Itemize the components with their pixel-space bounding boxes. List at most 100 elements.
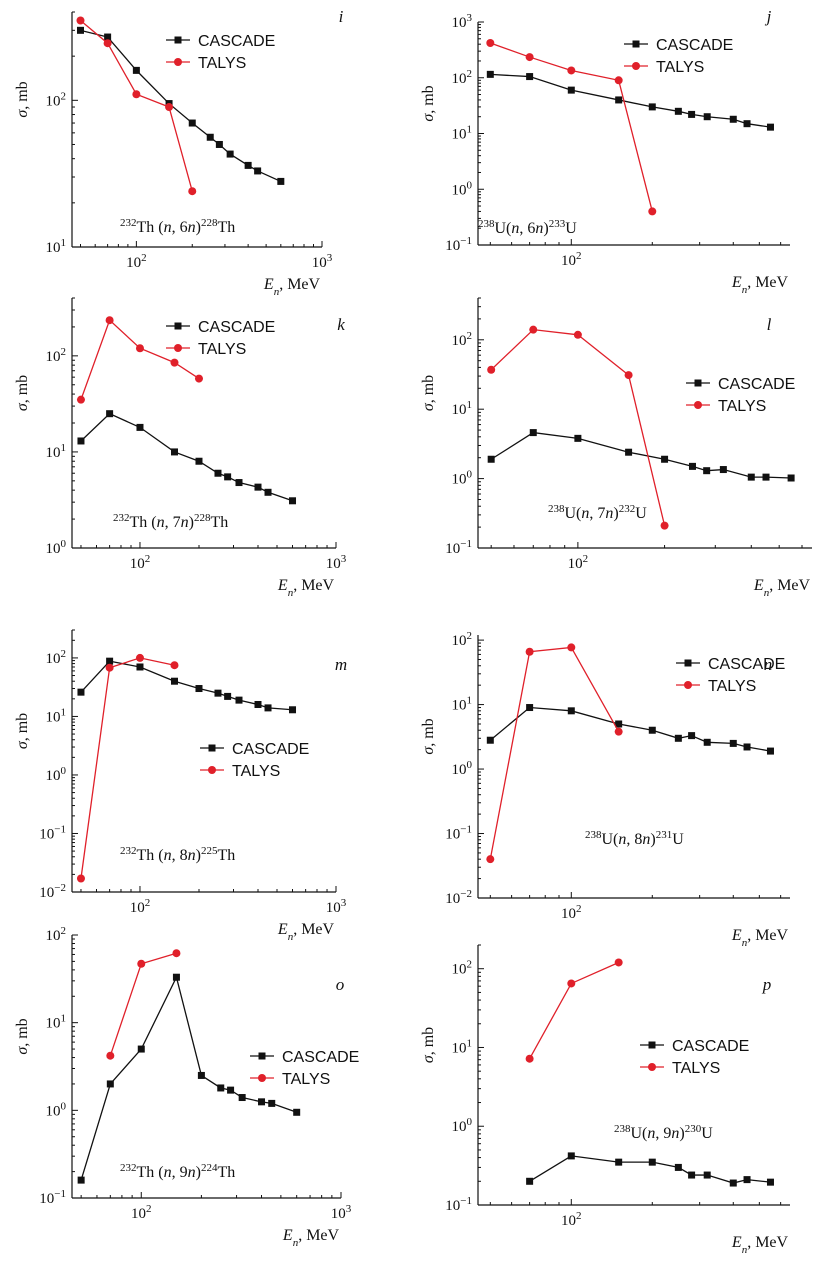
legend-label: CASCADE — [198, 33, 275, 50]
series-line-talys — [80, 657, 175, 879]
panel-j: 10−1 100 101 102 103 102 En, MeV σ, mb j CASCADE T… — [420, 7, 790, 296]
data-point-cascade — [77, 688, 85, 696]
data-point-cascade — [615, 720, 623, 728]
legend-label: TALYS — [708, 678, 756, 695]
data-point-cascade — [567, 707, 575, 715]
data-point-cascade — [747, 473, 755, 481]
data-point-cascade — [188, 119, 196, 127]
legend-marker — [174, 322, 182, 330]
data-point-cascade — [688, 732, 696, 740]
legend-marker — [648, 1063, 656, 1071]
legend-marker — [694, 379, 702, 387]
legend: CASCADE TALYS — [624, 37, 733, 76]
y-tick-label: 101 — [452, 399, 473, 418]
data-point-cascade — [661, 455, 669, 463]
data-point-cascade — [136, 423, 144, 431]
y-tick-label: 102 — [452, 630, 473, 649]
panel-p: 10−1 100 101 102 102 En, MeV σ, mb p CASCADE TALY… — [420, 944, 790, 1256]
data-point-talys — [103, 39, 112, 48]
reaction-label: 238U(n, 9n)230U — [614, 1123, 713, 1142]
data-point-talys — [106, 1051, 115, 1060]
legend-label: TALYS — [232, 763, 280, 780]
reaction-label: 238U(n, 8n)231U — [585, 829, 684, 848]
data-point-cascade — [226, 150, 234, 158]
data-point-cascade — [674, 107, 682, 115]
x-tick-label: 102 — [130, 553, 151, 572]
x-axis-label: En, MeV — [753, 577, 811, 599]
x-tick-label: 102 — [130, 897, 151, 916]
data-point-talys — [525, 647, 534, 656]
legend-marker — [694, 401, 702, 409]
y-tick-label: 102 — [46, 925, 67, 944]
panel-label: k — [337, 315, 345, 334]
y-tick-label: 101 — [46, 706, 67, 725]
data-point-cascade — [703, 113, 711, 121]
panel-i: 101 102 102 103 En, MeV σ, mb i CASCADE TALYS 232… — [14, 7, 344, 298]
y-tick-label: 100 — [452, 469, 473, 488]
data-point-talys — [529, 325, 538, 334]
legend: CASCADE TALYS — [676, 656, 785, 695]
data-point-talys — [573, 330, 582, 339]
x-axis-label: En, MeV — [731, 274, 789, 296]
data-point-talys — [132, 90, 141, 99]
data-point-talys — [567, 643, 576, 652]
data-point-cascade — [106, 657, 114, 665]
data-point-talys — [487, 365, 496, 374]
series-line-talys — [109, 952, 177, 1056]
x-tick-label: 102 — [131, 1203, 152, 1222]
x-tick-label: 103 — [326, 553, 347, 572]
legend-marker — [174, 58, 182, 66]
legend-label: TALYS — [656, 59, 704, 76]
legend-marker — [632, 62, 640, 70]
series-line-cascade — [489, 706, 771, 752]
y-tick-label: 101 — [452, 695, 473, 714]
data-point-cascade — [526, 704, 534, 712]
data-point-cascade — [254, 483, 262, 491]
legend-marker — [174, 344, 182, 352]
data-point-cascade — [293, 1108, 301, 1116]
y-tick-label: 102 — [452, 959, 473, 978]
reaction-label: 232Th (n, 9n)224Th — [120, 1162, 235, 1181]
y-axis-label: σ, mb — [14, 81, 31, 117]
y-tick-label: 100 — [46, 765, 67, 784]
x-tick-label: 103 — [312, 252, 333, 271]
panel-label: o — [336, 975, 345, 994]
data-point-talys — [624, 371, 633, 380]
x-axis-label: En, MeV — [731, 1234, 789, 1256]
data-point-cascade — [766, 123, 774, 131]
panel-l: 10−1 100 101 102 102 En, MeV σ, mb l CASCADE TALY… — [420, 297, 812, 599]
data-point-cascade — [136, 663, 144, 671]
data-point-cascade — [244, 161, 252, 169]
y-axis-label: σ, mb — [420, 85, 437, 121]
x-tick-label: 103 — [331, 1203, 352, 1222]
legend-label: CASCADE — [282, 1049, 359, 1066]
y-tick-label: 10−2 — [39, 882, 66, 901]
y-tick-label: 10−1 — [39, 1188, 66, 1207]
data-point-cascade — [766, 747, 774, 755]
legend-marker — [258, 1074, 266, 1082]
panel-label: i — [339, 7, 344, 26]
data-point-cascade — [258, 1098, 266, 1106]
legend-label: CASCADE — [232, 741, 309, 758]
data-point-cascade — [254, 700, 262, 708]
data-point-talys — [76, 395, 85, 404]
y-tick-label: 10−1 — [445, 235, 472, 254]
data-point-cascade — [703, 738, 711, 746]
data-point-cascade — [703, 467, 711, 475]
series-line-talys — [80, 319, 200, 400]
data-point-talys — [614, 727, 623, 736]
y-tick-label: 102 — [452, 68, 473, 87]
data-point-talys — [614, 76, 623, 85]
data-point-talys — [525, 53, 534, 62]
data-point-cascade — [224, 692, 232, 700]
reaction-label: 232Th (n, 7n)228Th — [113, 512, 228, 531]
data-point-talys — [135, 344, 144, 353]
data-point-cascade — [688, 110, 696, 118]
data-point-cascade — [743, 1176, 751, 1184]
y-tick-label: 101 — [46, 1013, 67, 1032]
data-point-cascade — [703, 1171, 711, 1179]
panel-label: l — [767, 315, 772, 334]
y-tick-label: 10−1 — [445, 824, 472, 843]
data-point-cascade — [615, 1158, 623, 1166]
series-line-talys — [80, 20, 193, 192]
